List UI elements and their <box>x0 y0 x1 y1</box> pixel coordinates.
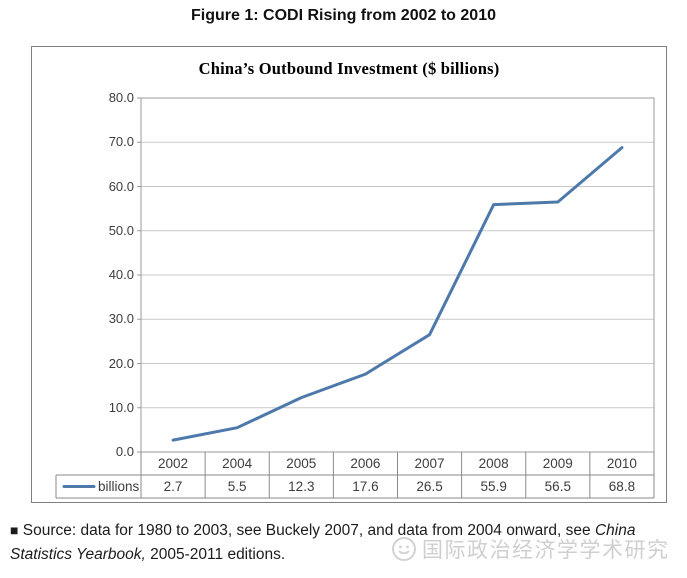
source-text-italic: Statistics Yearbook, <box>10 545 146 563</box>
value-cell: 55.9 <box>480 479 507 494</box>
y-tick-label: 20.0 <box>108 355 134 371</box>
y-tick-label: 50.0 <box>108 222 134 238</box>
x-category-label: 2008 <box>478 456 509 471</box>
x-category-label: 2006 <box>350 456 381 471</box>
series-line-billions <box>171 146 624 442</box>
source-line-2: Statistics Yearbook, 2005-2011 editions. <box>10 543 686 567</box>
x-category-label: 2009 <box>542 456 573 471</box>
value-cell: 17.6 <box>352 479 379 494</box>
chart-frame: China’s Outbound Investment ($ billions)… <box>31 46 667 503</box>
y-tick-label: 10.0 <box>108 399 134 415</box>
y-tick-label: 70.0 <box>108 134 134 150</box>
source-line-1: ■ Source: data for 1980 to 2003, see Buc… <box>10 519 686 543</box>
x-category-label: 2004 <box>222 456 253 471</box>
value-cell: 12.3 <box>288 479 315 494</box>
y-tick-label: 60.0 <box>108 178 134 194</box>
source-text: 2005-2011 editions. <box>145 545 286 563</box>
value-cell: 5.5 <box>227 479 247 494</box>
x-category-label: 2005 <box>286 456 317 471</box>
value-cell: 68.8 <box>608 479 636 494</box>
y-tick-label: 80.0 <box>108 90 134 105</box>
watermark-text: 国际政治经济学学术研究 <box>422 539 670 562</box>
value-cell: 56.5 <box>544 479 571 494</box>
y-tick-label: 0.0 <box>115 444 134 459</box>
line-chart <box>55 97 655 499</box>
x-category-label: 2007 <box>414 456 445 471</box>
legend-label: billions <box>98 479 140 494</box>
smiley-face-icon <box>392 537 416 561</box>
source-text-italic: China <box>594 522 636 539</box>
value-cell: 2.7 <box>163 479 183 494</box>
figure-title: Figure 1: CODI Rising from 2002 to 2010 <box>191 7 496 24</box>
y-tick-label: 40.0 <box>108 267 134 282</box>
x-category-label: 2002 <box>158 456 189 471</box>
value-cell: 26.5 <box>416 479 443 494</box>
y-tick-label: 30.0 <box>108 311 134 327</box>
source-text: Source: data for 1980 to 2003, see Bucke… <box>18 522 595 539</box>
source-note: ■ Source: data for 1980 to 2003, see Buc… <box>10 519 686 566</box>
square-bullet-icon: ■ <box>10 522 19 538</box>
chart-title: China’s Outbound Investment ($ billions) <box>198 59 500 78</box>
watermark: 国际政治经济学学术研究 <box>391 534 670 564</box>
x-category-label: 2010 <box>606 456 637 471</box>
